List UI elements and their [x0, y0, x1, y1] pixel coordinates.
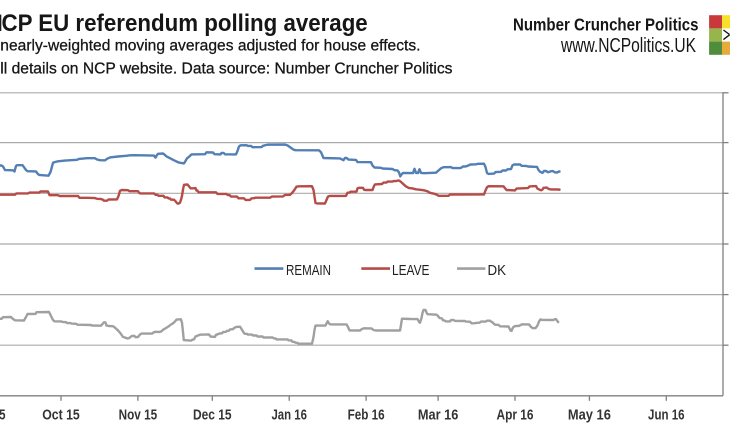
svg-text:ll details on NCP website. Dat: ll details on NCP website. Data source: … [0, 61, 452, 78]
svg-text:Dec 15: Dec 15 [193, 407, 232, 423]
svg-text:Apr 16: Apr 16 [497, 407, 534, 423]
svg-text:LEAVE: LEAVE [392, 263, 430, 279]
svg-text:Sep 15: Sep 15 [0, 407, 6, 423]
svg-text:Jan 16: Jan 16 [271, 407, 307, 423]
svg-text:nearly-weighted moving average: nearly-weighted moving averages adjusted… [0, 37, 420, 54]
svg-text:NCP EU referendum polling aver: NCP EU referendum polling average [0, 10, 368, 37]
svg-text:Jun 16: Jun 16 [648, 407, 685, 423]
svg-text:Feb 16: Feb 16 [348, 407, 385, 423]
svg-text:DK: DK [488, 263, 507, 279]
svg-text:Oct 15: Oct 15 [42, 407, 80, 423]
svg-text:May 16: May 16 [568, 407, 611, 423]
svg-text:Number Cruncher Politics: Number Cruncher Politics [513, 15, 699, 35]
svg-text:REMAIN: REMAIN [286, 263, 331, 279]
svg-text:Mar 16: Mar 16 [418, 407, 459, 423]
svg-text:Nov 15: Nov 15 [119, 407, 158, 423]
svg-text:www.NCPolitics.UK: www.NCPolitics.UK [560, 35, 696, 57]
